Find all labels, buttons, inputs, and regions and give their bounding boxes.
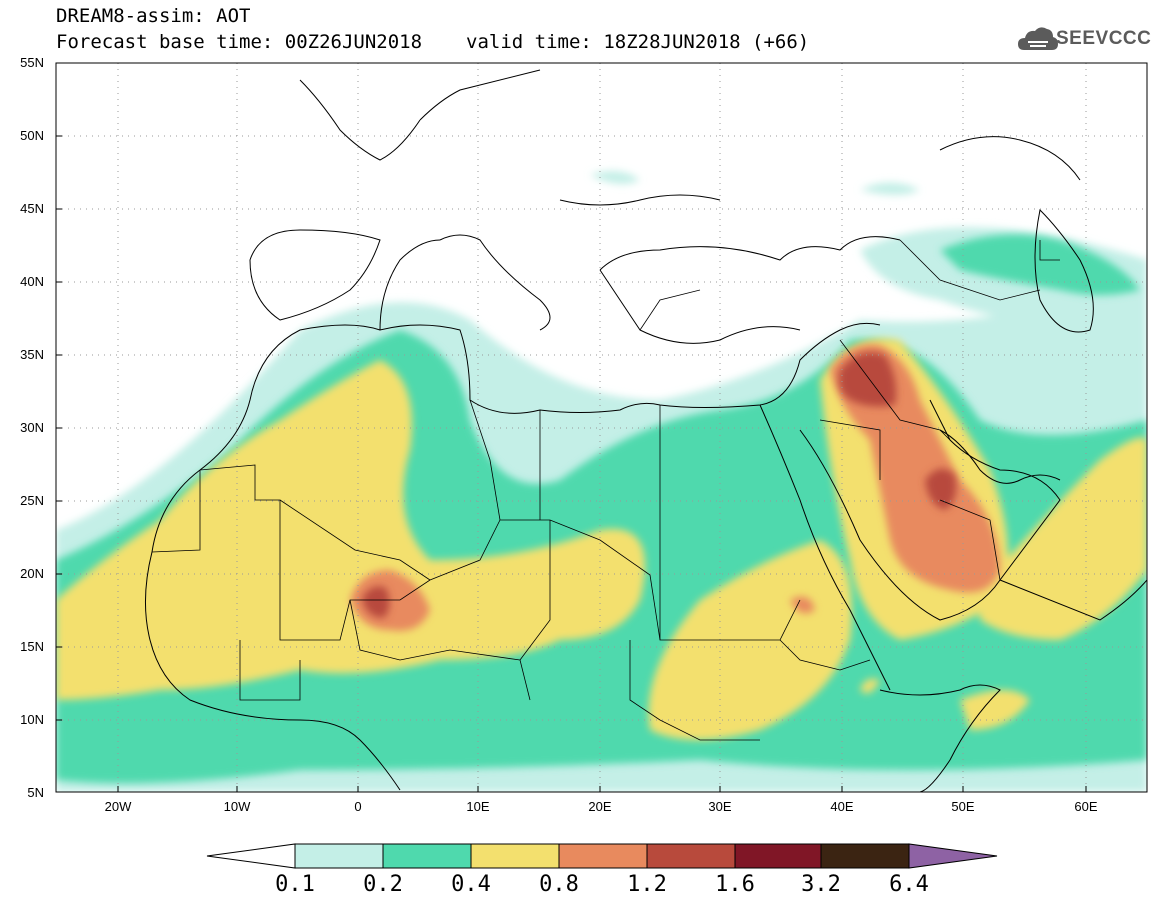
colorbar-label: 0.4 [451,872,491,897]
lon-label: 20W [105,799,132,814]
country-borders [151,239,1060,741]
colorbar-label: 0.8 [539,872,579,897]
base-time: Forecast base time: 00Z26JUN2018 [56,31,423,53]
colorbar-label: 0.1 [275,872,315,897]
colorbar-swatch [558,843,648,869]
lon-label: 20E [588,799,611,814]
lat-label: 40N [20,274,44,289]
lat-label: 30N [20,420,44,435]
lat-label: 45N [20,201,44,216]
colorbar-label: 3.2 [801,872,841,897]
logo-text: SEEVCCC [1056,28,1152,49]
colorbar-swatch [470,843,560,869]
colorbar-high-arrow [908,843,998,869]
coastlines [145,69,1147,792]
colorbar-label: 0.2 [363,872,403,897]
valid-time: valid time: 18Z28JUN2018 (+66) [466,31,810,53]
lat-label: 5N [27,785,44,800]
cloud-logo-icon [1018,27,1058,50]
colorbar-swatch [734,843,822,869]
lon-label: 30E [708,799,731,814]
colorbar-swatch [294,843,384,869]
lon-label: 10E [466,799,489,814]
lat-label: 55N [20,55,44,70]
colorbar-swatch [646,843,736,869]
lat-label: 15N [20,639,44,654]
map-title: DREAM8-assim: AOT [56,5,251,27]
colorbar-swatch [382,843,472,869]
lon-label: 0 [354,799,361,814]
lon-label: 40E [830,799,853,814]
time-info: Forecast base time: 00Z26JUN2018 valid ti… [56,31,809,53]
lon-label: 10W [224,799,251,814]
color-bar [206,843,998,869]
lat-label: 50N [20,128,44,143]
colorbar-swatch [820,843,910,869]
aot-band-1-2 [362,352,957,618]
lon-label: 60E [1074,799,1097,814]
axis-ticks [56,135,1087,792]
colorbar-label: 1.2 [627,872,667,897]
lat-label: 20N [20,566,44,581]
lat-label: 10N [20,712,44,727]
colorbar-label: 6.4 [889,872,929,897]
lon-label: 50E [951,799,974,814]
lat-label: 35N [20,347,44,362]
aot-field [56,171,1147,792]
lat-label: 25N [20,493,44,508]
colorbar-label: 1.6 [715,872,755,897]
colorbar-low-arrow [206,843,296,869]
